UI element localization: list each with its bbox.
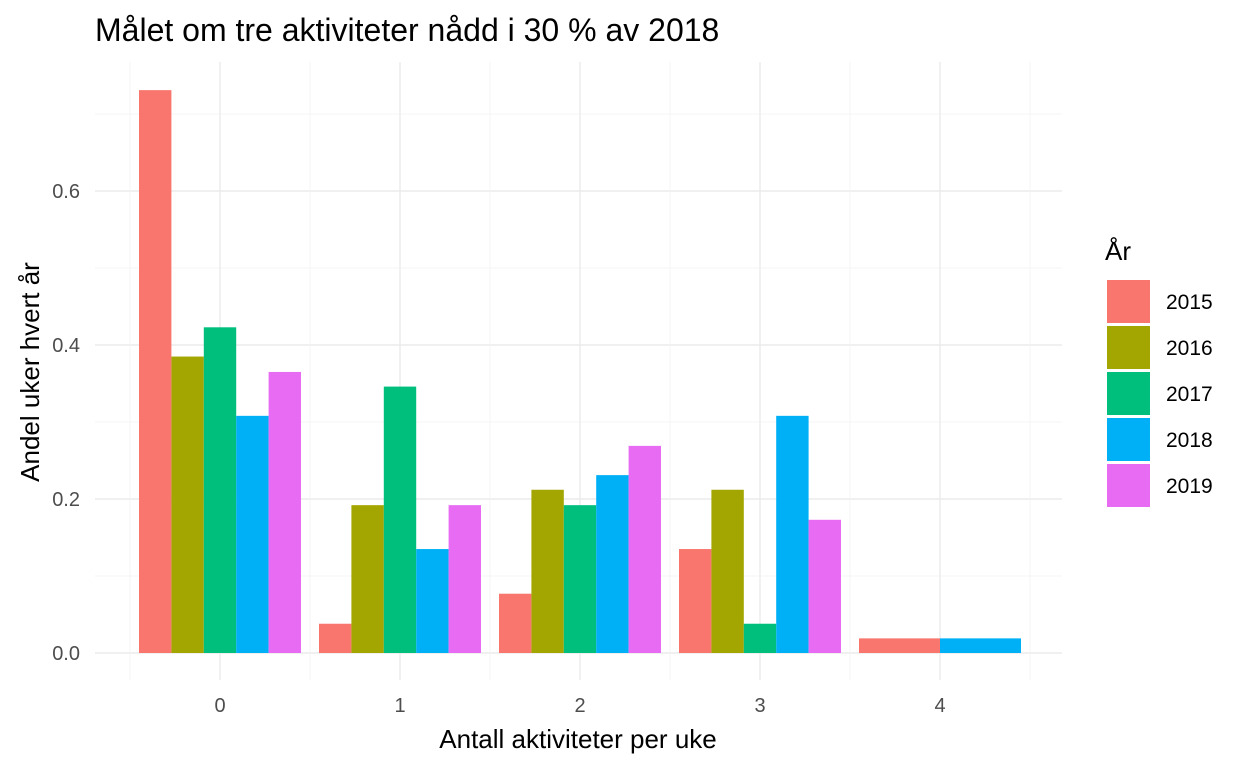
y-tick-label: 0.6 <box>52 181 80 203</box>
y-axis-ticks: 0.0 0.2 0.4 0.6 <box>52 181 80 665</box>
legend-swatch-2017 <box>1107 372 1150 415</box>
bar-2017-1 <box>383 386 417 653</box>
bar-2018-0 <box>236 415 269 653</box>
x-tick-label: 0 <box>214 695 225 717</box>
bar-2016-3 <box>711 489 744 653</box>
bar-2019-0 <box>268 371 301 653</box>
bar-2017-2 <box>563 505 597 653</box>
x-tick-label: 3 <box>754 695 765 717</box>
legend-label-2016: 2016 <box>1166 337 1213 360</box>
bar-2018-4 <box>940 638 1021 653</box>
bar-2018-2 <box>596 475 629 653</box>
x-axis-title: Antall aktiviteter per uke <box>439 724 716 754</box>
bar-2017-3 <box>743 623 777 653</box>
y-tick-label: 0.0 <box>52 643 80 665</box>
bar-2015-0 <box>139 90 172 653</box>
bar-2018-3 <box>776 415 809 653</box>
legend-swatch-2018 <box>1107 418 1150 461</box>
bar-2019-1 <box>448 505 481 653</box>
legend-label-2019: 2019 <box>1166 475 1213 498</box>
bar-2016-2 <box>531 489 564 653</box>
x-tick-label: 2 <box>574 695 585 717</box>
legend-swatch-2015 <box>1107 280 1150 323</box>
x-tick-label: 1 <box>394 695 405 717</box>
bar-2015-3 <box>679 549 712 653</box>
y-tick-label: 0.4 <box>52 335 80 357</box>
bar-2015-4 <box>859 638 940 653</box>
bar-2015-2 <box>499 593 532 653</box>
legend: År 2015 2016 2017 2018 2019 <box>1105 236 1213 507</box>
bars <box>139 90 1021 653</box>
bar-2017-0 <box>203 327 237 653</box>
bar-2016-1 <box>351 505 384 653</box>
legend-swatch-2016 <box>1107 326 1150 369</box>
bar-2018-1 <box>416 549 449 653</box>
legend-label-2015: 2015 <box>1166 291 1213 314</box>
legend-label-2017: 2017 <box>1166 383 1213 406</box>
x-tick-label: 4 <box>934 695 945 717</box>
y-tick-label: 0.2 <box>52 489 80 511</box>
bar-2015-1 <box>319 623 352 653</box>
bar-2019-2 <box>628 445 661 653</box>
chart-title: Målet om tre aktiviteter nådd i 30 % av … <box>95 12 719 48</box>
y-axis-title: Andel uker hvert år <box>15 262 45 482</box>
legend-swatch-2019 <box>1107 464 1150 507</box>
bar-2019-3 <box>808 519 841 653</box>
x-axis-ticks: 0 1 2 3 4 <box>214 695 945 717</box>
bar-2016-0 <box>171 356 204 653</box>
legend-label-2018: 2018 <box>1166 429 1213 452</box>
legend-items: 2015 2016 2017 2018 2019 <box>1107 280 1213 507</box>
legend-title: År <box>1105 236 1131 266</box>
